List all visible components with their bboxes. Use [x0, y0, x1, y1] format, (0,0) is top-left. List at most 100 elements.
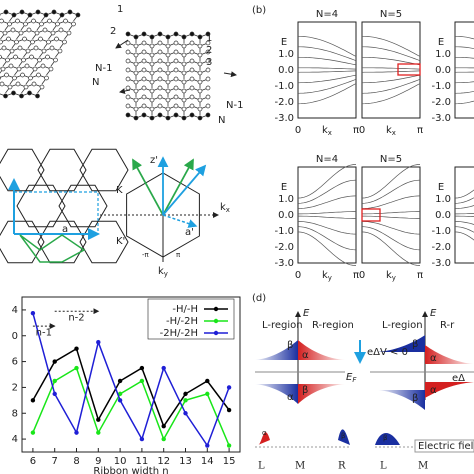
atom — [205, 76, 211, 82]
atom — [197, 34, 203, 40]
x-tick-label: 14 — [201, 456, 214, 467]
atom — [57, 48, 63, 54]
band-curve — [298, 35, 357, 57]
series-line — [32, 347, 230, 428]
series-line — [32, 312, 230, 448]
atom — [125, 94, 131, 100]
y-tick-label: 1.0 — [435, 194, 451, 205]
point — [139, 436, 145, 442]
point — [74, 430, 79, 435]
y-tick-label: -1.0 — [431, 226, 451, 237]
lattice-label: 1 — [117, 4, 123, 15]
band-curve — [361, 231, 421, 266]
atom — [0, 66, 6, 72]
atom — [157, 76, 163, 82]
atom — [0, 54, 2, 60]
atom — [23, 21, 28, 27]
point — [205, 391, 210, 397]
atom — [157, 49, 163, 55]
band-curve — [361, 164, 421, 199]
atom — [165, 88, 171, 94]
atom — [0, 18, 4, 24]
site-label: L — [380, 461, 387, 472]
atom — [165, 115, 171, 121]
y-tick-label: -2.0 — [274, 97, 294, 108]
lattice-label: 2 — [110, 26, 116, 37]
band-curve — [455, 212, 474, 215]
bz-label: a — [62, 224, 68, 235]
atom — [18, 30, 24, 36]
bias-label: eΔ — [452, 373, 465, 384]
atom — [58, 27, 64, 33]
atom — [8, 63, 14, 69]
atom — [7, 21, 12, 27]
atom — [33, 45, 39, 51]
bz-label: kx — [220, 202, 230, 214]
bz-sub: y — [164, 270, 168, 278]
plot-box — [297, 21, 357, 119]
atom — [181, 106, 187, 112]
atom — [71, 21, 76, 27]
band-curve — [362, 67, 421, 70]
y-tick-label: 1.0 — [435, 49, 451, 60]
atom — [197, 61, 203, 67]
band-curve — [298, 211, 356, 215]
x-tick-label: 13 — [179, 456, 192, 467]
atom — [173, 58, 179, 64]
atom — [47, 18, 52, 24]
arrow — [223, 71, 237, 78]
atom — [189, 103, 195, 109]
atom — [22, 36, 27, 42]
legend-marker — [213, 306, 219, 312]
legend-marker — [213, 330, 219, 336]
region-label: R-region — [312, 320, 354, 331]
point — [96, 340, 101, 345]
atom — [30, 39, 35, 45]
point — [96, 417, 101, 422]
atom — [41, 48, 47, 54]
atom — [12, 75, 17, 81]
y-tick-label: 0 — [12, 331, 18, 342]
subplot-title: N=5 — [380, 154, 402, 165]
lattice-label: N — [218, 115, 225, 126]
band-curve — [454, 189, 474, 199]
atom — [62, 39, 67, 45]
y-tick-label: -2.0 — [431, 242, 451, 253]
bz-label: π — [176, 251, 181, 259]
lattice-label: N — [92, 77, 99, 88]
legend-label: -2H/-2H — [160, 328, 198, 339]
atom — [165, 106, 171, 112]
atom — [35, 93, 40, 99]
y-tick-label: 1.0 — [278, 49, 294, 60]
region-label: L-region — [382, 320, 423, 331]
atom — [39, 21, 44, 27]
x-axis-label: kx — [386, 125, 396, 137]
y-tick-label: -1.0 — [274, 81, 294, 92]
band-curve — [297, 179, 357, 204]
band-curve — [297, 70, 357, 73]
point — [161, 365, 166, 371]
y-tick-label: 0.0 — [278, 65, 294, 76]
x-tick-label: 8 — [73, 456, 79, 467]
bz-label: -π — [142, 251, 150, 259]
y-tick-label: 8 — [12, 408, 18, 419]
point — [30, 430, 36, 435]
y-tick-label: 4 — [12, 305, 18, 316]
atom — [141, 103, 147, 109]
atom — [149, 34, 155, 40]
x-tick-label: 11 — [136, 456, 149, 467]
atom — [125, 76, 131, 82]
band-curve — [454, 197, 474, 204]
point — [226, 385, 232, 390]
atom — [10, 27, 16, 33]
atom — [165, 43, 171, 49]
x-tick-label: 7 — [52, 456, 58, 467]
band-curve — [454, 91, 474, 94]
atom — [173, 76, 179, 82]
y-tick-label: 6 — [12, 357, 18, 368]
y-tick-label: -3.0 — [274, 258, 294, 269]
fermi-main: E — [346, 372, 353, 383]
band-curve — [297, 195, 357, 209]
bias-label: eΔV < 0 — [367, 347, 408, 358]
